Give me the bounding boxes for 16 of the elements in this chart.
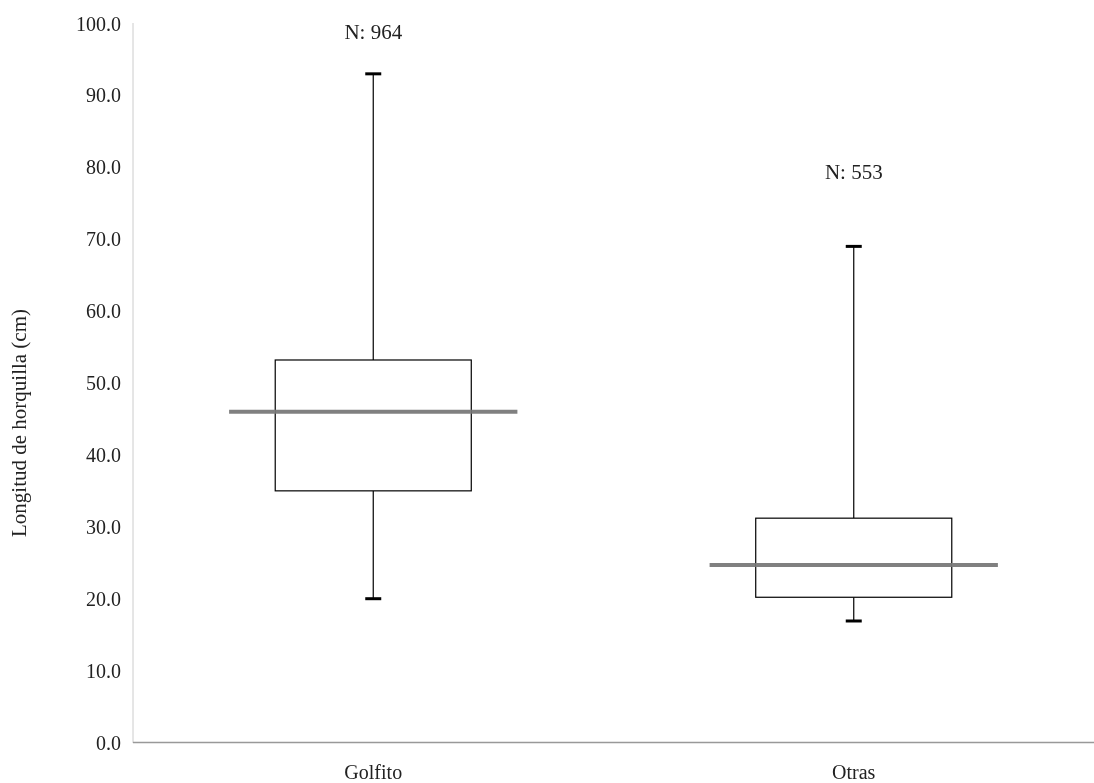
y-tick-label: 40.0: [86, 443, 121, 466]
x-tick-label: Golfito: [344, 760, 403, 783]
annotation: N: 964: [344, 19, 403, 44]
y-tick-label: 70.0: [86, 228, 121, 251]
y-tick-label: 10.0: [86, 659, 121, 682]
y-tick-label: 30.0: [86, 515, 121, 538]
y-tick-label: 50.0: [86, 372, 121, 394]
y-axis-title: Longitud de horquilla (cm): [7, 308, 31, 538]
y-tick-label: 100.0: [76, 12, 121, 35]
y-tick-label: 60.0: [86, 300, 121, 323]
y-tick-label: 0.0: [96, 731, 121, 754]
x-tick-label: Otras: [832, 760, 876, 783]
annotation: N: 553: [824, 159, 883, 184]
y-tick-label: 80.0: [86, 156, 121, 179]
y-tick-label: 90.0: [86, 84, 121, 107]
y-tick-label: 20.0: [86, 587, 121, 610]
